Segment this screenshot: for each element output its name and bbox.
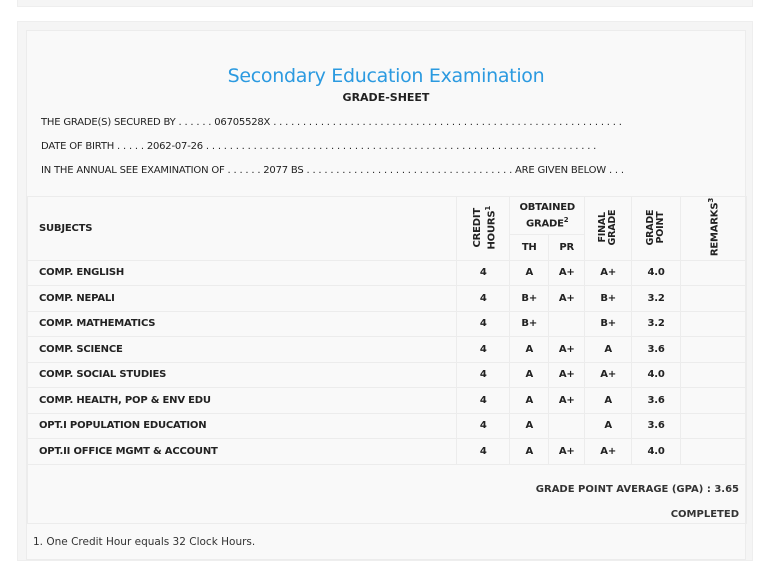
page-title: Secondary Education Examination (227, 65, 545, 87)
remarks-cell (680, 259, 747, 286)
table-row: COMP. HEALTH, POP & ENV EDU 4 A A+ A 3.6 (26, 387, 747, 414)
th-grade-cell: B+ (509, 285, 550, 312)
final-grade-cell: A+ (584, 438, 633, 465)
final-grade-cell: B+ (584, 285, 633, 312)
subject-cell: OPT.II OFFICE MGMT & ACCOUNT (26, 438, 458, 465)
header-final-grade: FINAL GRADE (584, 196, 633, 261)
table-row: COMP. SOCIAL STUDIES 4 A A+ A+ 4.0 (26, 361, 747, 388)
grade-point-cell: 4.0 (631, 438, 682, 465)
footnote-1: 1. One Credit Hour equals 32 Clock Hours… (33, 536, 256, 548)
table-row: COMP. ENGLISH 4 A A+ A+ 4.0 (26, 259, 747, 286)
gpa-value: GRADE POINT AVERAGE (GPA) : 3.65 (535, 484, 739, 495)
table-row: OPT.II OFFICE MGMT & ACCOUNT 4 A A+ A+ 4.0 (26, 438, 747, 465)
pr-grade-cell (548, 412, 586, 439)
credit-cell: 4 (456, 412, 511, 439)
grade-point-cell: 3.2 (631, 285, 682, 312)
exam-year-line: IN THE ANNUAL SEE EXAMINATION OF . . . .… (41, 165, 624, 176)
grade-sheet-card: Secondary Education Examination GRADE-SH… (17, 21, 753, 561)
grade-point-cell: 3.6 (631, 412, 682, 439)
pr-grade-cell: A+ (548, 259, 586, 286)
th-grade-cell: A (509, 259, 550, 286)
subject-cell: COMP. HEALTH, POP & ENV EDU (26, 387, 458, 414)
final-grade-cell: A+ (584, 259, 633, 286)
header-pr: PR (548, 234, 586, 261)
grade-point-cell: 4.0 (631, 361, 682, 388)
pr-grade-cell: A+ (548, 438, 586, 465)
th-grade-cell: A (509, 336, 550, 363)
final-grade-cell: A+ (584, 361, 633, 388)
final-grade-cell: A (584, 387, 633, 414)
final-grade-cell: B+ (584, 310, 633, 337)
credit-cell: 4 (456, 361, 511, 388)
header-credit-hours: CREDIT HOURS1 (456, 196, 511, 261)
grade-point-cell: 3.6 (631, 387, 682, 414)
table-row: OPT.I POPULATION EDUCATION 4 A A 3.6 (26, 412, 747, 439)
dob-line: DATE OF BIRTH . . . . . 2062-07-26 . . .… (41, 141, 597, 152)
subject-cell: COMP. MATHEMATICS (26, 310, 458, 337)
final-grade-cell: A (584, 336, 633, 363)
table-row: COMP. SCIENCE 4 A A+ A 3.6 (26, 336, 747, 363)
grade-point-cell: 4.0 (631, 259, 682, 286)
remarks-cell (680, 285, 747, 312)
remarks-cell (680, 387, 747, 414)
pr-grade-cell: A+ (548, 336, 586, 363)
th-grade-cell: A (509, 412, 550, 439)
th-grade-cell: B+ (509, 310, 550, 337)
grades-table: SUBJECTS CREDIT HOURS1 OBTAINED GRADE2 F… (26, 196, 747, 465)
credit-cell: 4 (456, 387, 511, 414)
pr-grade-cell (548, 310, 586, 337)
remarks-cell (680, 310, 747, 337)
grade-sheet-panel: Secondary Education Examination GRADE-SH… (26, 30, 747, 560)
th-grade-cell: A (509, 438, 550, 465)
credit-cell: 4 (456, 310, 511, 337)
header-obtained-grade: OBTAINED GRADE2 (509, 196, 586, 235)
result-status: COMPLETED (670, 509, 739, 520)
header-th: TH (509, 234, 550, 261)
remarks-cell (680, 438, 747, 465)
remarks-cell (680, 336, 747, 363)
grade-point-cell: 3.2 (631, 310, 682, 337)
subject-cell: COMP. SOCIAL STUDIES (26, 361, 458, 388)
subject-cell: COMP. NEPALI (26, 285, 458, 312)
th-grade-cell: A (509, 387, 550, 414)
gpa-section (27, 464, 747, 524)
subject-cell: OPT.I POPULATION EDUCATION (26, 412, 458, 439)
remarks-cell (680, 361, 747, 388)
pr-grade-cell: A+ (548, 361, 586, 388)
remarks-cell (680, 412, 747, 439)
header-grade-point: GRADE POINT (631, 196, 682, 261)
symbol-number-line: THE GRADE(S) SECURED BY . . . . . . 0670… (41, 117, 622, 128)
pr-grade-cell: A+ (548, 387, 586, 414)
th-grade-cell: A (509, 361, 550, 388)
credit-cell: 4 (456, 336, 511, 363)
pr-grade-cell: A+ (548, 285, 586, 312)
header-remarks: REMARKS3 (680, 196, 747, 261)
top-card (17, 0, 753, 7)
grade-point-cell: 3.6 (631, 336, 682, 363)
credit-cell: 4 (456, 438, 511, 465)
subject-cell: COMP. SCIENCE (26, 336, 458, 363)
final-grade-cell: A (584, 412, 633, 439)
subject-cell: COMP. ENGLISH (26, 259, 458, 286)
header-subjects: SUBJECTS (26, 196, 458, 261)
subtitle: GRADE-SHEET (342, 91, 430, 104)
credit-cell: 4 (456, 285, 511, 312)
table-row: COMP. NEPALI 4 B+ A+ B+ 3.2 (26, 285, 747, 312)
credit-cell: 4 (456, 259, 511, 286)
table-row: COMP. MATHEMATICS 4 B+ B+ 3.2 (26, 310, 747, 337)
